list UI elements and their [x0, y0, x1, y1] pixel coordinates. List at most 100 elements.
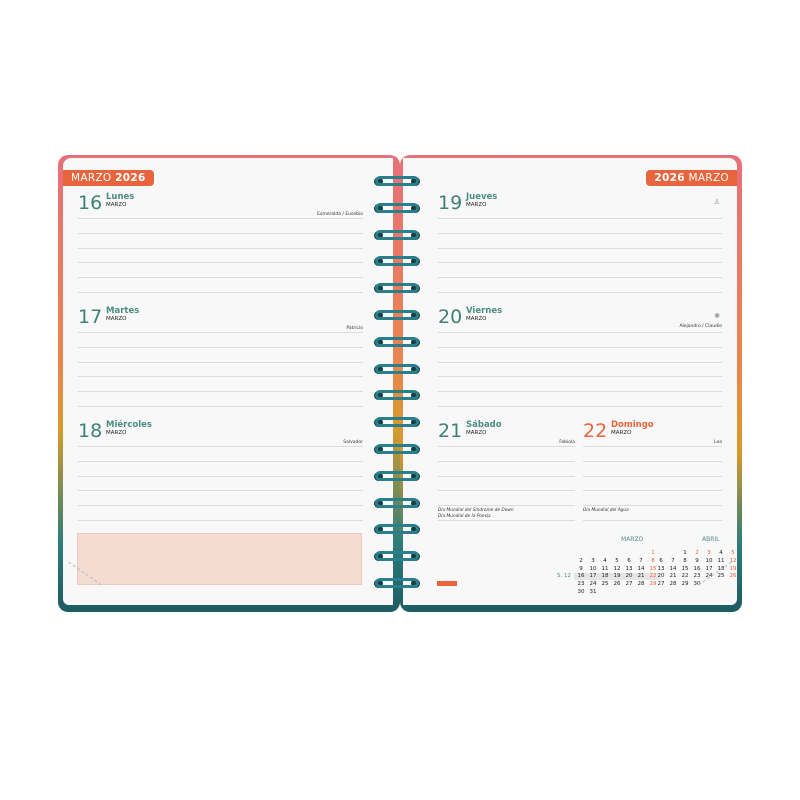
calendar-day[interactable]: 18: [717, 565, 725, 572]
calendar-day[interactable]: 24: [705, 573, 713, 580]
calendar-day[interactable]: 25: [717, 573, 725, 580]
month-tab: MARZO 2026: [63, 170, 154, 186]
saint-name: Alejandro / Claudio: [679, 324, 722, 329]
calendar-day[interactable]: 30: [693, 581, 701, 588]
ring-wire: [375, 551, 419, 562]
calendar-day[interactable]: 27: [625, 581, 633, 588]
calendar-day[interactable]: 17: [589, 573, 597, 580]
day-month: MARZO: [466, 430, 487, 436]
writing-line: [583, 505, 722, 507]
calendar-day[interactable]: 24: [589, 581, 597, 588]
day-number: 18: [78, 420, 103, 442]
ring-wire: [375, 417, 419, 428]
calendar-day[interactable]: 22: [681, 573, 689, 580]
calendar-day[interactable]: 27: [657, 581, 665, 588]
calendar-day[interactable]: 28: [669, 581, 677, 588]
day-number: 16: [78, 192, 103, 214]
calendar-day[interactable]: 4: [603, 557, 607, 564]
writing-line: [438, 292, 722, 293]
calendar-day[interactable]: 10: [705, 557, 713, 564]
ring-wire: [375, 497, 419, 508]
calendar-day[interactable]: 3: [707, 550, 711, 556]
writing-line: [583, 446, 722, 447]
ring-wire: [375, 524, 419, 535]
calendar-day[interactable]: 16: [693, 565, 701, 572]
calendar-day[interactable]: 11: [717, 557, 725, 564]
day-name: Jueves: [466, 192, 498, 202]
spiral-ring: [374, 578, 420, 588]
writing-line: [438, 346, 722, 348]
writing-line: [78, 460, 363, 462]
calendar-day[interactable]: 20: [657, 573, 665, 580]
calendar-day[interactable]: 28: [637, 581, 645, 588]
calendar-day[interactable]: 12: [729, 557, 737, 564]
memo-box[interactable]: [77, 533, 362, 585]
calendar-day[interactable]: 5: [615, 557, 619, 564]
calendar-day[interactable]: 14: [637, 565, 645, 572]
brand-logo: [437, 581, 457, 586]
calendar-day[interactable]: 16: [577, 573, 585, 580]
day-month: MARZO: [611, 430, 632, 436]
day-number: 22: [583, 420, 608, 442]
calendar-day[interactable]: 30: [577, 589, 585, 595]
calendar-day[interactable]: 5: [731, 550, 735, 556]
writing-line: [78, 490, 363, 492]
calendar-day[interactable]: 2: [579, 557, 583, 564]
calendar-day[interactable]: 6: [627, 557, 631, 564]
calendar-day[interactable]: 4: [719, 550, 723, 556]
calendar-day[interactable]: 9: [695, 557, 699, 564]
calendar-day[interactable]: 7: [671, 557, 675, 564]
writing-line: [78, 277, 363, 279]
saint-name: Fabiola: [559, 440, 575, 445]
calendar-day[interactable]: 17: [705, 565, 713, 572]
calendar-day[interactable]: 15: [681, 565, 689, 572]
ring-wire: [375, 176, 419, 186]
calendar-day[interactable]: 21: [669, 573, 677, 580]
writing-line: [78, 346, 363, 348]
calendar-day[interactable]: 14: [669, 565, 677, 572]
writing-line: [78, 376, 363, 378]
calendar-day[interactable]: 29: [649, 581, 657, 588]
calendar-day[interactable]: 25: [601, 581, 609, 588]
ring-wire: [375, 470, 419, 481]
day-number: 19: [438, 192, 463, 214]
calendar-day[interactable]: 23: [693, 573, 701, 580]
calendar-day[interactable]: 2: [695, 550, 699, 556]
writing-line: [438, 520, 575, 521]
calendar-day[interactable]: 29: [681, 581, 689, 588]
day-name: Lunes: [106, 192, 135, 202]
calendar-day[interactable]: 20: [625, 573, 633, 580]
spiral-ring: [374, 390, 420, 401]
calendar-day[interactable]: 6: [659, 557, 663, 564]
calendar-day[interactable]: 13: [625, 565, 633, 572]
ring-wire: [375, 229, 419, 240]
calendar-day[interactable]: 23: [577, 581, 585, 588]
calendar-day[interactable]: 8: [683, 557, 687, 564]
writing-line: [438, 475, 575, 477]
calendar-day[interactable]: 11: [601, 565, 609, 572]
calendar-day[interactable]: 1: [683, 550, 687, 556]
calendar-day[interactable]: 26: [613, 581, 621, 588]
calendar-day[interactable]: 21: [637, 573, 645, 580]
calendar-day[interactable]: 13: [657, 565, 665, 572]
calendar-day[interactable]: 18: [601, 573, 609, 580]
calendar-day[interactable]: 19: [613, 573, 621, 580]
spiral-ring: [374, 524, 420, 535]
writing-line: [438, 460, 575, 462]
calendar-day[interactable]: 7: [639, 557, 643, 564]
day-month: MARZO: [466, 316, 487, 322]
calendar-day[interactable]: 9: [579, 565, 583, 572]
calendar-day[interactable]: 12: [613, 565, 621, 572]
calendar-day[interactable]: 8: [651, 557, 655, 564]
ring-wire: [375, 444, 419, 454]
writing-line: [78, 446, 363, 447]
calendar-day[interactable]: 3: [591, 557, 595, 564]
calendar-day[interactable]: 10: [589, 565, 597, 572]
calendar-day[interactable]: 22: [649, 573, 657, 580]
calendar-day[interactable]: 31: [589, 589, 597, 595]
calendar-day[interactable]: 26: [729, 573, 737, 580]
calendar-day[interactable]: 1: [651, 550, 655, 556]
day-name: Domingo: [611, 420, 654, 430]
calendar-day[interactable]: 15: [649, 565, 657, 572]
calendar-day[interactable]: 19: [729, 565, 737, 572]
